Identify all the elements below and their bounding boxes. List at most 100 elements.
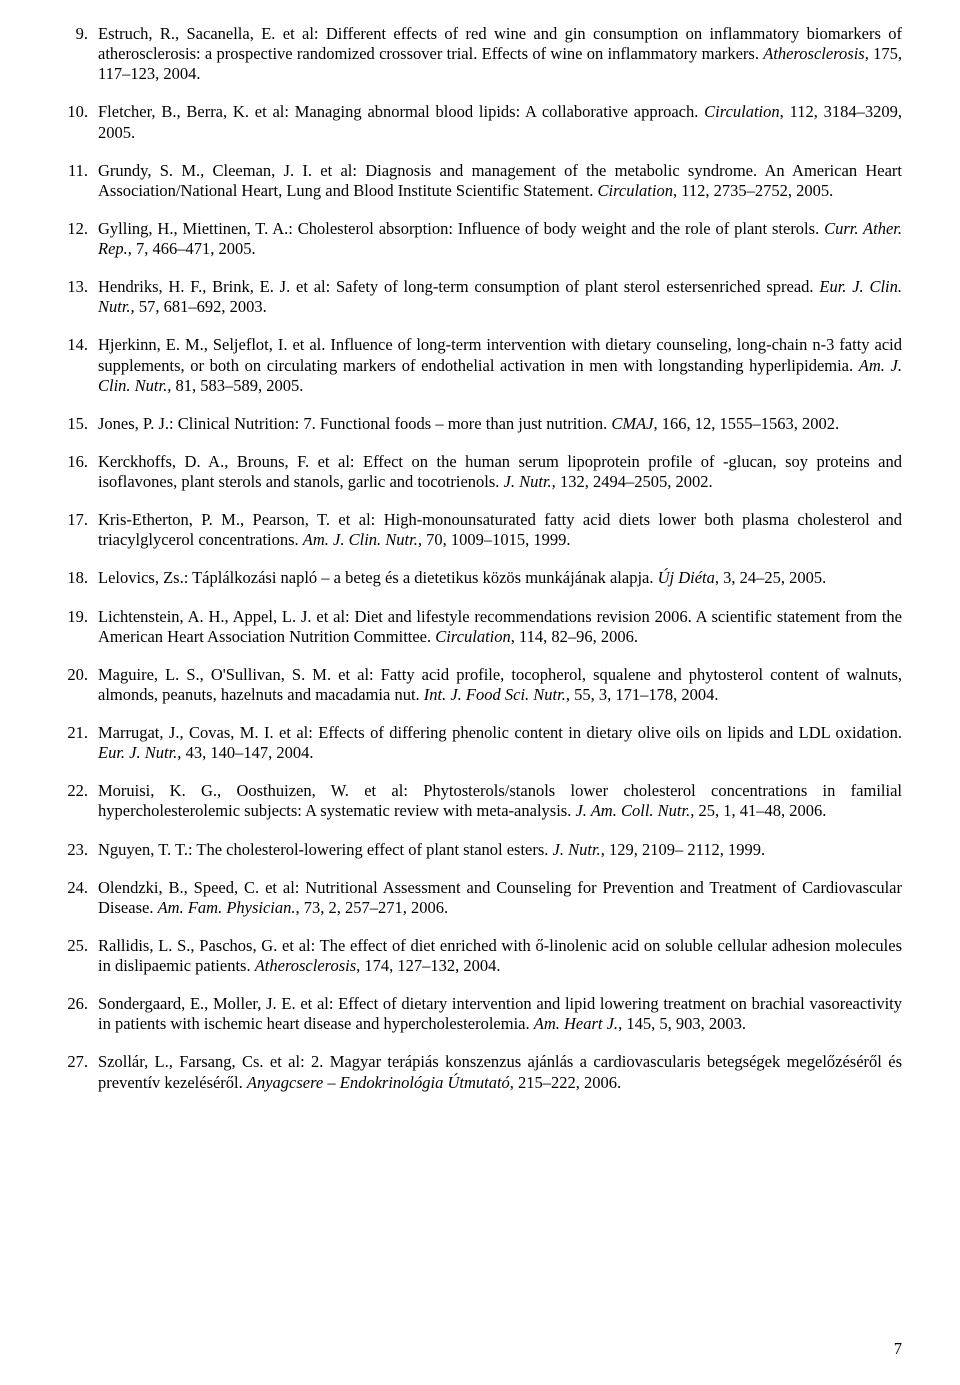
reference-number: 24. (58, 878, 98, 898)
reference-item: 27.Szollár, L., Farsang, Cs. et al: 2. M… (58, 1052, 902, 1092)
reference-item: 14.Hjerkinn, E. M., Seljeflot, I. et al.… (58, 335, 902, 395)
reference-number: 26. (58, 994, 98, 1014)
reference-text: Moruisi, K. G., Oosthuizen, W. et al: Ph… (98, 781, 902, 821)
reference-fragment: Hendriks, H. F., Brink, E. J. et al: Saf… (98, 277, 819, 296)
reference-number: 21. (58, 723, 98, 743)
reference-fragment: Fletcher, B., Berra, K. et al: Managing … (98, 102, 704, 121)
reference-fragment: 174, 127–132, 2004. (360, 956, 500, 975)
reference-journal: Am. Fam. Physician. (158, 898, 296, 917)
reference-fragment: Nguyen, T. T.: The cholesterol-lowering … (98, 840, 553, 859)
reference-journal: Anyagcsere – Endokrinológia Útmutató (247, 1073, 510, 1092)
reference-text: Kris-Etherton, P. M., Pearson, T. et al:… (98, 510, 902, 550)
reference-item: 26.Sondergaard, E., Moller, J. E. et al:… (58, 994, 902, 1034)
reference-number: 18. (58, 568, 98, 588)
reference-item: 20.Maguire, L. S., O'Sullivan, S. M. et … (58, 665, 902, 705)
reference-item: 19.Lichtenstein, A. H., Appel, L. J. et … (58, 607, 902, 647)
reference-fragment: , 3, 24–25, 2005. (715, 568, 826, 587)
reference-journal: J. Nutr., (504, 472, 556, 491)
reference-journal: Circulation (597, 181, 672, 200)
reference-fragment: , 55, 3, 171–178, 2004. (566, 685, 719, 704)
reference-text: Rallidis, L. S., Paschos, G. et al: The … (98, 936, 902, 976)
reference-number: 22. (58, 781, 98, 801)
reference-journal: Circulation (435, 627, 510, 646)
reference-number: 23. (58, 840, 98, 860)
reference-number: 14. (58, 335, 98, 355)
reference-item: 10.Fletcher, B., Berra, K. et al: Managi… (58, 102, 902, 142)
reference-item: 24.Olendzki, B., Speed, C. et al: Nutrit… (58, 878, 902, 918)
reference-journal: Atherosclerosis (763, 44, 864, 63)
reference-fragment: 57, 681–692, 2003. (135, 297, 267, 316)
reference-text: Fletcher, B., Berra, K. et al: Managing … (98, 102, 902, 142)
reference-fragment: Marrugat, J., Covas, M. I. et al: Effect… (98, 723, 902, 742)
reference-number: 15. (58, 414, 98, 434)
reference-journal: CMAJ (611, 414, 653, 433)
reference-journal: J. Nutr. (553, 840, 601, 859)
reference-fragment: , 7, 466–471, 2005. (128, 239, 256, 258)
reference-item: 23.Nguyen, T. T.: The cholesterol-loweri… (58, 840, 902, 860)
page-number: 7 (894, 1339, 902, 1359)
reference-item: 11.Grundy, S. M., Cleeman, J. I. et al: … (58, 161, 902, 201)
reference-fragment: Jones, P. J.: Clinical Nutrition: 7. Fun… (98, 414, 611, 433)
reference-text: Hendriks, H. F., Brink, E. J. et al: Saf… (98, 277, 902, 317)
reference-fragment: 132, 2494–2505, 2002. (556, 472, 713, 491)
reference-text: Kerckhoffs, D. A., Brouns, F. et al: Eff… (98, 452, 902, 492)
reference-journal: Am. J. Clin. Nutr., (303, 530, 422, 549)
reference-fragment: , 215–222, 2006. (510, 1073, 621, 1092)
reference-fragment: Lelovics, Zs.: Táplálkozási napló – a be… (98, 568, 658, 587)
reference-text: Szollár, L., Farsang, Cs. et al: 2. Magy… (98, 1052, 902, 1092)
reference-fragment: 43, 140–147, 2004. (181, 743, 313, 762)
reference-number: 19. (58, 607, 98, 627)
reference-fragment: 81, 583–589, 2005. (171, 376, 303, 395)
reference-text: Sondergaard, E., Moller, J. E. et al: Ef… (98, 994, 902, 1034)
reference-number: 27. (58, 1052, 98, 1072)
reference-item: 16.Kerckhoffs, D. A., Brouns, F. et al: … (58, 452, 902, 492)
reference-fragment: Sondergaard, E., Moller, J. E. et al: Ef… (98, 994, 902, 1033)
reference-text: Hjerkinn, E. M., Seljeflot, I. et al. In… (98, 335, 902, 395)
reference-item: 21.Marrugat, J., Covas, M. I. et al: Eff… (58, 723, 902, 763)
reference-journal: Új Diéta (658, 568, 715, 587)
reference-number: 20. (58, 665, 98, 685)
reference-item: 18.Lelovics, Zs.: Táplálkozási napló – a… (58, 568, 902, 588)
reference-journal: Circulation (704, 102, 779, 121)
reference-fragment: Kerckhoffs, D. A., Brouns, F. et al: Eff… (98, 452, 902, 491)
reference-list: 9.Estruch, R., Sacanella, E. et al: Diff… (58, 24, 902, 1093)
reference-text: Olendzki, B., Speed, C. et al: Nutrition… (98, 878, 902, 918)
page: 9.Estruch, R., Sacanella, E. et al: Diff… (0, 0, 960, 1385)
reference-text: Grundy, S. M., Cleeman, J. I. et al: Dia… (98, 161, 902, 201)
reference-fragment: , 129, 2109– 2112, 1999. (601, 840, 765, 859)
reference-text: Lichtenstein, A. H., Appel, L. J. et al:… (98, 607, 902, 647)
reference-journal: Eur. J. Nutr., (98, 743, 181, 762)
reference-number: 25. (58, 936, 98, 956)
reference-fragment: , 166, 12, 1555–1563, 2002. (653, 414, 839, 433)
reference-fragment: 70, 1009–1015, 1999. (422, 530, 571, 549)
reference-number: 17. (58, 510, 98, 530)
reference-number: 11. (58, 161, 98, 181)
reference-text: Lelovics, Zs.: Táplálkozási napló – a be… (98, 568, 902, 588)
reference-journal: Am. Heart J. (534, 1014, 618, 1033)
reference-number: 13. (58, 277, 98, 297)
reference-fragment: , 114, 82–96, 2006. (511, 627, 638, 646)
reference-item: 22.Moruisi, K. G., Oosthuizen, W. et al:… (58, 781, 902, 821)
reference-text: Estruch, R., Sacanella, E. et al: Differ… (98, 24, 902, 84)
reference-item: 17.Kris-Etherton, P. M., Pearson, T. et … (58, 510, 902, 550)
reference-journal: Int. J. Food Sci. Nutr. (424, 685, 566, 704)
reference-text: Marrugat, J., Covas, M. I. et al: Effect… (98, 723, 902, 763)
reference-journal: J. Am. Coll. Nutr., (575, 801, 694, 820)
reference-fragment: , 145, 5, 903, 2003. (618, 1014, 746, 1033)
reference-journal: Atherosclerosis, (255, 956, 361, 975)
reference-fragment: Hjerkinn, E. M., Seljeflot, I. et al. In… (98, 335, 902, 374)
reference-number: 10. (58, 102, 98, 122)
reference-text: Nguyen, T. T.: The cholesterol-lowering … (98, 840, 902, 860)
reference-fragment: Gylling, H., Miettinen, T. A.: Cholester… (98, 219, 824, 238)
reference-fragment: , 112, 2735–2752, 2005. (673, 181, 833, 200)
reference-item: 15.Jones, P. J.: Clinical Nutrition: 7. … (58, 414, 902, 434)
reference-text: Maguire, L. S., O'Sullivan, S. M. et al:… (98, 665, 902, 705)
reference-number: 9. (58, 24, 98, 44)
reference-item: 12.Gylling, H., Miettinen, T. A.: Choles… (58, 219, 902, 259)
reference-number: 12. (58, 219, 98, 239)
reference-fragment: , 73, 2, 257–271, 2006. (296, 898, 449, 917)
reference-fragment: 25, 1, 41–48, 2006. (694, 801, 826, 820)
reference-item: 25.Rallidis, L. S., Paschos, G. et al: T… (58, 936, 902, 976)
reference-number: 16. (58, 452, 98, 472)
reference-text: Gylling, H., Miettinen, T. A.: Cholester… (98, 219, 902, 259)
